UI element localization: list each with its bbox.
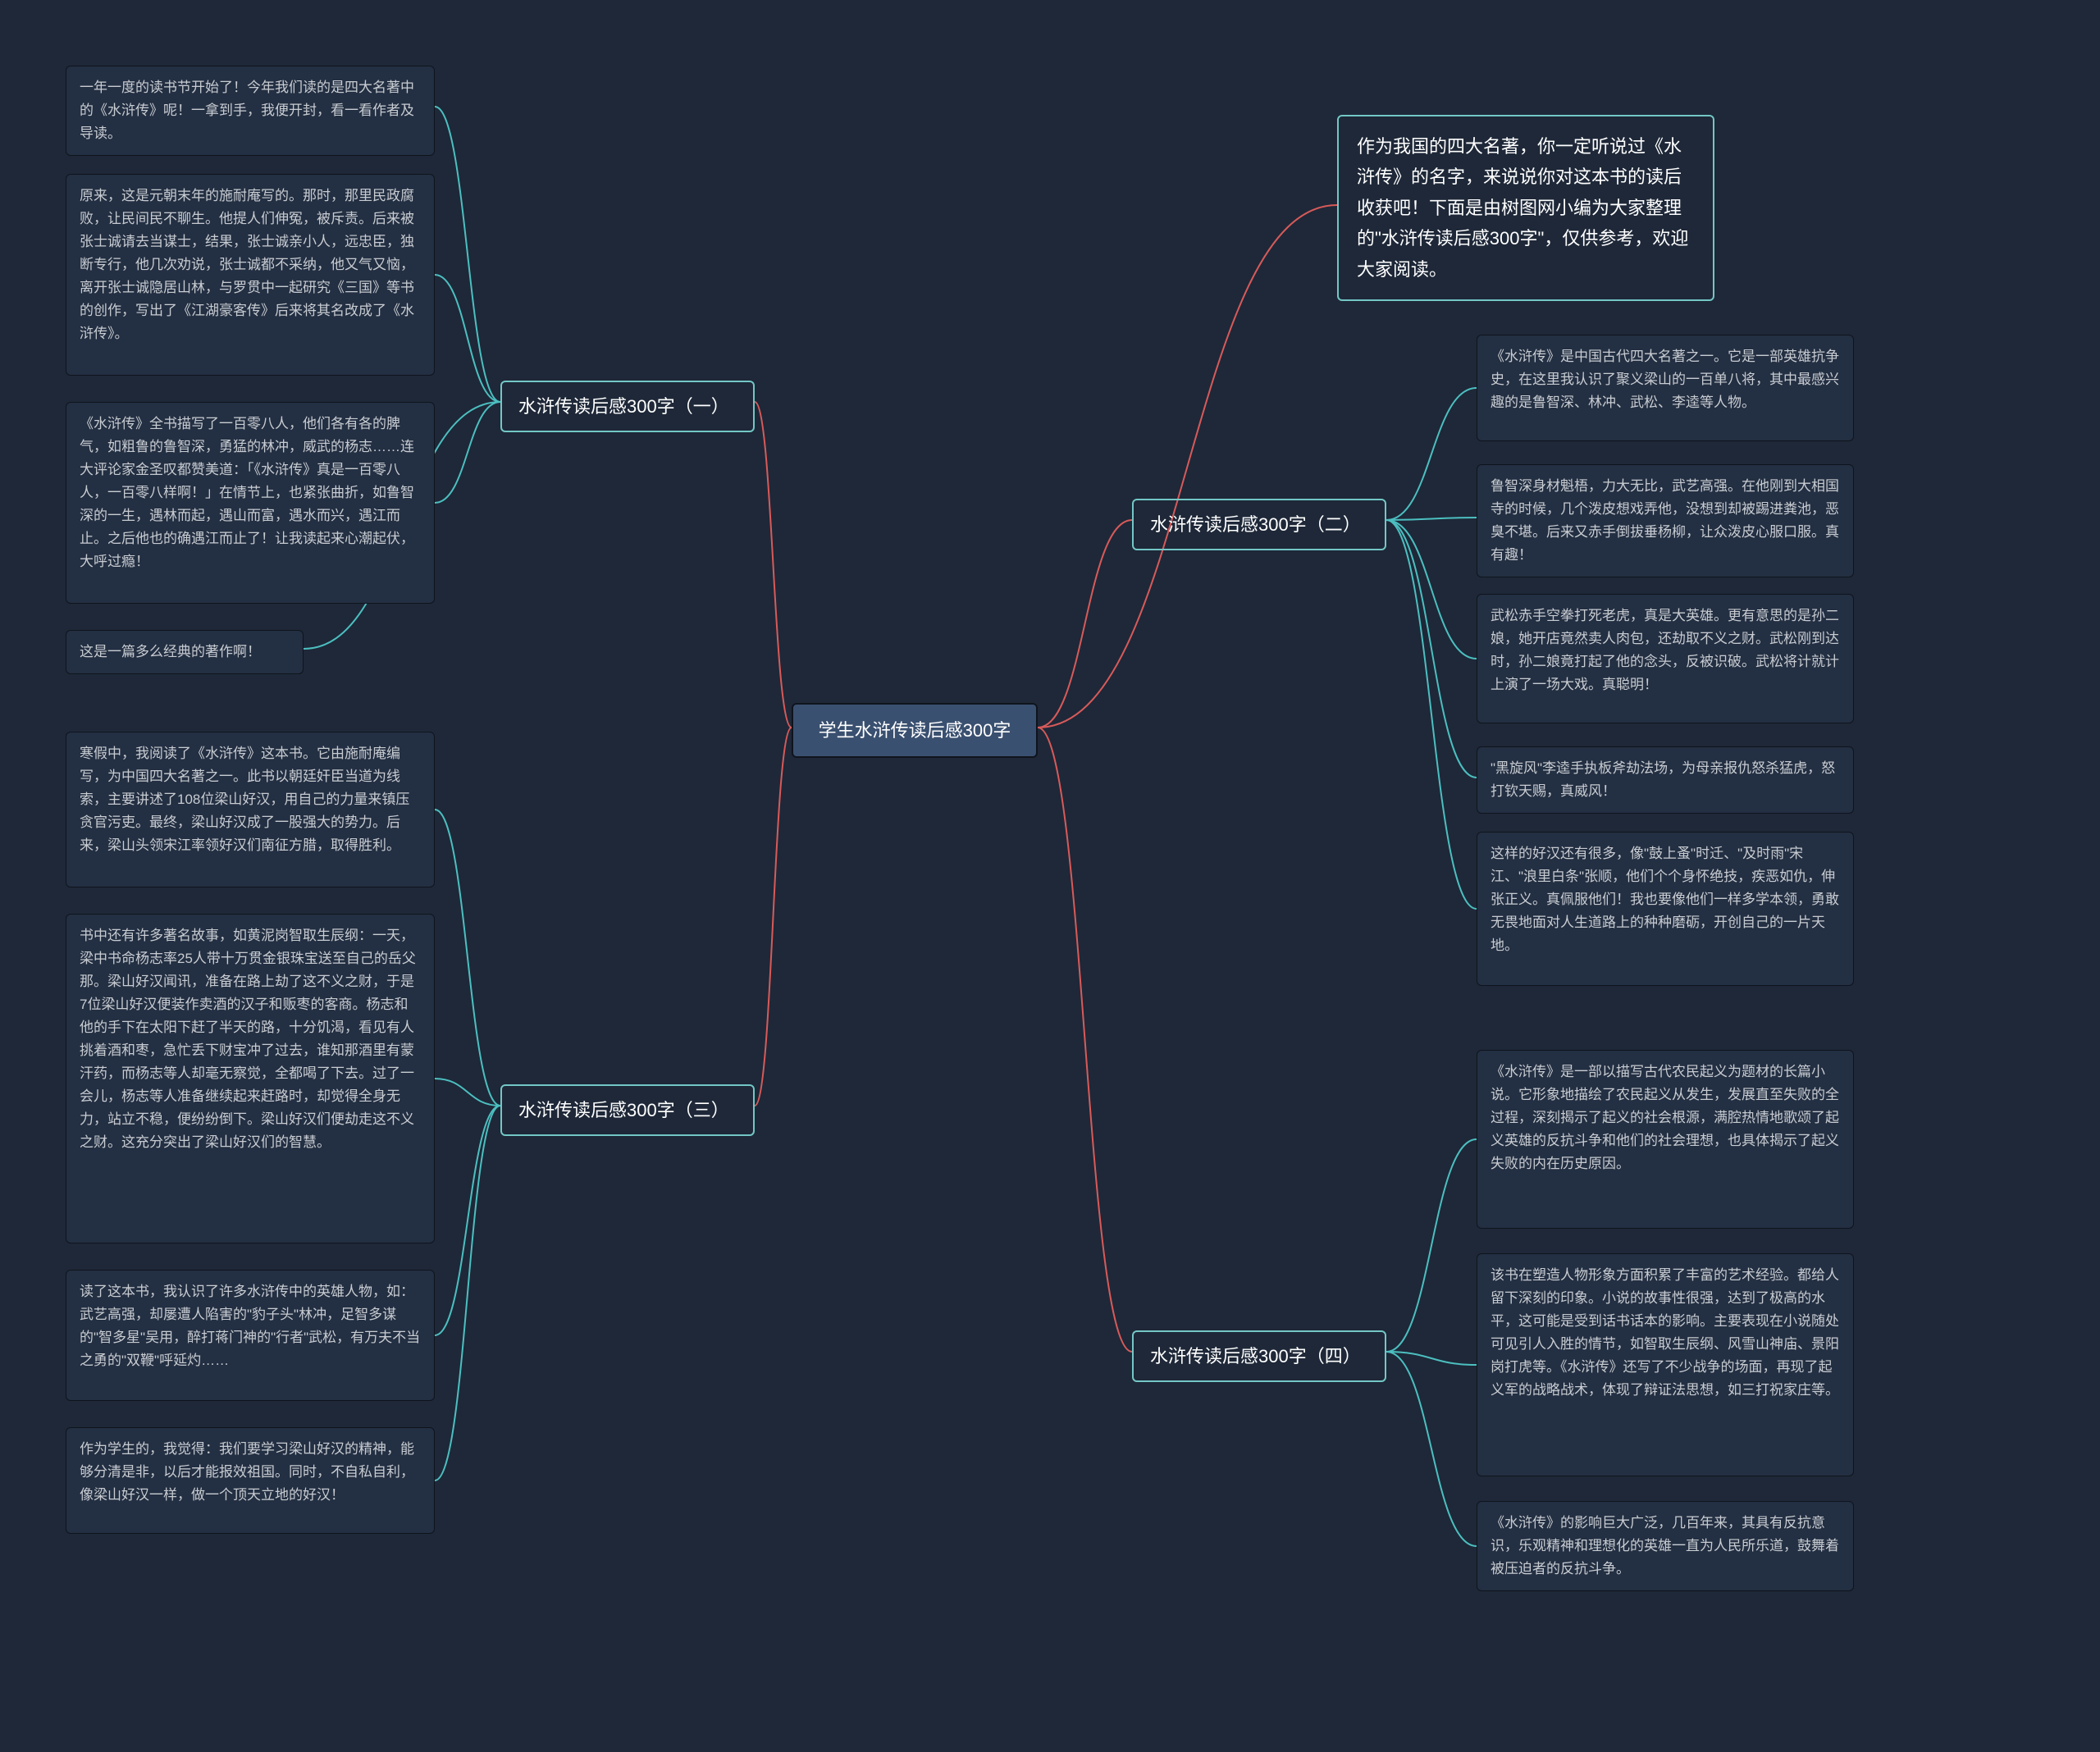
leaf-node: 《水浒传》全书描写了一百零八人，他们各有各的脾气，如粗鲁的鲁智深，勇猛的林冲，威…: [66, 402, 435, 604]
leaf-node: 寒假中，我阅读了《水浒传》这本书。它由施耐庵编写，为中国四大名著之一。此书以朝廷…: [66, 732, 435, 887]
leaf-node: 《水浒传》是一部以描写古代农民起义为题材的长篇小说。它形象地描绘了农民起义从发生…: [1477, 1050, 1854, 1229]
leaf-node: 《水浒传》是中国古代四大名著之一。它是一部英雄抗争史，在这里我认识了聚义梁山的一…: [1477, 335, 1854, 441]
leaf-node: 鲁智深身材魁梧，力大无比，武艺高强。在他刚到大相国寺的时候，几个泼皮想戏弄他，没…: [1477, 464, 1854, 577]
section-node: 水浒传读后感300字（四）: [1132, 1330, 1386, 1382]
section-node: 水浒传读后感300字（一）: [500, 381, 755, 432]
leaf-node: 读了这本书，我认识了许多水浒传中的英雄人物，如：武艺高强，却屡遭人陷害的"豹子头…: [66, 1270, 435, 1401]
leaf-node: "黑旋风"李逵手执板斧劫法场，为母亲报仇怒杀猛虎，怒打钦天赐，真威风！: [1477, 746, 1854, 814]
leaf-node: 这样的好汉还有很多，像"鼓上蚤"时迁、"及时雨"宋江、"浪里白条"张顺，他们个个…: [1477, 832, 1854, 986]
leaf-node: 一年一度的读书节开始了！今年我们读的是四大名著中的《水浒传》呢！一拿到手，我便开…: [66, 66, 435, 156]
leaf-node: 武松赤手空拳打死老虎，真是大英雄。更有意思的是孙二娘，她开店竟然卖人肉包，还劫取…: [1477, 594, 1854, 723]
section-node: 水浒传读后感300字（二）: [1132, 499, 1386, 550]
leaf-node: 原来，这是元朝末年的施耐庵写的。那时，那里民政腐败，让民间民不聊生。他提人们伸冤…: [66, 174, 435, 376]
leaf-node: 该书在塑造人物形象方面积累了丰富的艺术经验。都给人留下深刻的印象。小说的故事性很…: [1477, 1253, 1854, 1476]
intro-node: 作为我国的四大名著，你一定听说过《水浒传》的名字，来说说你对这本书的读后收获吧！…: [1337, 115, 1714, 301]
section-node: 水浒传读后感300字（三）: [500, 1084, 755, 1136]
leaf-node: 《水浒传》的影响巨大广泛，几百年来，其具有反抗意识，乐观精神和理想化的英雄一直为…: [1477, 1501, 1854, 1591]
leaf-node: 这是一篇多么经典的著作啊！: [66, 630, 304, 674]
leaf-node: 书中还有许多著名故事，如黄泥岗智取生辰纲：一天，梁中书命杨志率25人带十万贯金银…: [66, 914, 435, 1243]
root-node: 学生水浒传读后感300字: [792, 703, 1038, 758]
leaf-node: 作为学生的，我觉得：我们要学习梁山好汉的精神，能够分清是非，以后才能报效祖国。同…: [66, 1427, 435, 1534]
